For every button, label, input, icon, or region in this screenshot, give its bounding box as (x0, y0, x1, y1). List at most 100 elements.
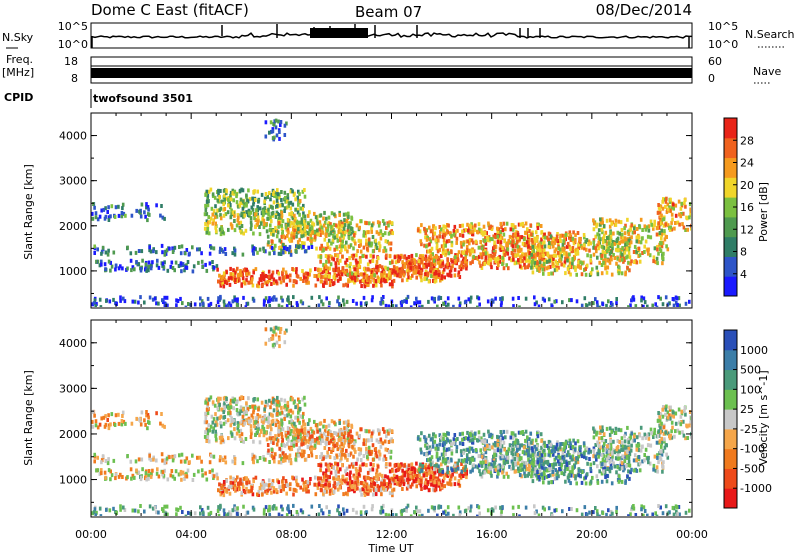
range-gate-cell (231, 396, 235, 401)
range-gate-cell (450, 250, 453, 255)
range-gate-cell (275, 406, 279, 411)
range-gate-cell (348, 267, 352, 272)
range-gate-cell (298, 452, 302, 457)
nsky-label: N.Sky (2, 31, 34, 44)
range-gate-cell (253, 424, 256, 429)
range-gate-cell (311, 221, 314, 226)
range-gate-cell (502, 266, 506, 271)
range-gate-cell (461, 233, 465, 238)
range-gate-cell (308, 210, 311, 215)
range-gate-cell (523, 265, 527, 270)
range-gate-cell (312, 237, 316, 242)
range-gate-cell (297, 437, 301, 442)
range-gate-cell (392, 487, 396, 492)
range-gate-cell (233, 228, 237, 233)
range-gate-cell (580, 245, 584, 250)
range-gate-cell (114, 264, 118, 269)
range-gate-cell (389, 455, 393, 460)
range-gate-cell (239, 408, 242, 413)
range-gate-cell (431, 479, 435, 484)
range-gate-cell (95, 301, 98, 306)
range-gate-cell (321, 230, 325, 235)
range-gate-cell (582, 233, 586, 237)
range-gate-cell (489, 224, 493, 229)
range-gate-cell (490, 227, 494, 231)
range-gate-cell (525, 240, 529, 245)
range-gate-cell (204, 471, 207, 476)
range-gate-cell (350, 274, 353, 279)
range-gate-cell (423, 226, 426, 231)
range-gate-cell (294, 405, 297, 410)
range-gate-cell (666, 247, 670, 252)
range-gate-cell (151, 297, 155, 302)
range-gate-cell (406, 475, 410, 480)
range-gate-cell (342, 492, 345, 497)
range-gate-cell (436, 476, 440, 481)
range-gate-cell (392, 269, 395, 274)
range-gate-cell (552, 253, 556, 258)
range-gate-cell (114, 267, 117, 272)
range-gate-cell (227, 411, 230, 416)
range-gate-cell (295, 428, 299, 433)
range-gate-cell (217, 192, 220, 197)
range-gate-cell (283, 123, 287, 128)
range-gate-cell (285, 199, 289, 204)
range-gate-cell (95, 468, 98, 473)
range-gate-cell (396, 482, 399, 486)
range-gate-cell (359, 458, 363, 462)
range-gate-cell (628, 243, 632, 248)
range-gate-cell (387, 431, 390, 436)
range-gate-cell (287, 237, 291, 242)
range-gate-cell (400, 253, 403, 258)
range-gate-cell (550, 254, 554, 259)
range-gate-cell (405, 256, 409, 261)
range-gate-cell (428, 445, 431, 450)
range-gate-cell (509, 240, 513, 245)
range-gate-cell (266, 402, 269, 407)
range-gate-cell (281, 479, 284, 484)
range-gate-cell (297, 227, 300, 232)
range-gate-cell (583, 235, 586, 240)
range-gate-cell (290, 220, 293, 225)
range-gate-cell (340, 248, 343, 253)
range-gate-cell (465, 244, 469, 249)
range-gate-cell (270, 447, 274, 452)
range-gate-cell (596, 232, 599, 237)
range-gate-cell (558, 253, 561, 258)
range-gate-cell (93, 205, 96, 210)
range-gate-cell (224, 280, 227, 285)
range-gate-cell (314, 423, 318, 428)
range-gate-cell (353, 239, 356, 244)
range-gate-cell (240, 419, 244, 424)
range-gate-cell (496, 266, 499, 270)
range-gate-cell (109, 268, 112, 273)
range-gate-cell (147, 260, 151, 265)
range-gate-cell (618, 231, 621, 236)
range-gate-cell (296, 418, 300, 423)
range-gate-cell (322, 431, 326, 436)
range-gate-cell (384, 279, 387, 284)
range-gate-cell (361, 462, 364, 467)
range-gate-cell (217, 188, 220, 193)
range-gate-cell (222, 273, 226, 278)
range-gate-cell (543, 264, 546, 269)
range-gate-cell (359, 468, 362, 473)
range-gate-cell (220, 199, 223, 204)
range-gate-cell (528, 229, 531, 233)
range-gate-cell (595, 224, 598, 229)
range-gate-cell (112, 297, 115, 302)
range-gate-cell (516, 239, 519, 244)
range-gate-cell (433, 231, 437, 236)
range-gate-cell (281, 438, 284, 443)
range-gate-cell (180, 477, 183, 482)
range-gate-cell (270, 239, 274, 244)
range-gate-cell (370, 478, 374, 483)
range-gate-cell (385, 226, 388, 230)
range-gate-cell (366, 267, 369, 272)
range-gate-cell (374, 487, 378, 492)
range-gate-cell (355, 471, 358, 476)
range-gate-cell (627, 238, 631, 243)
range-gate-cell (527, 240, 531, 245)
range-gate-cell (285, 304, 289, 307)
range-gate-cell (229, 423, 233, 428)
